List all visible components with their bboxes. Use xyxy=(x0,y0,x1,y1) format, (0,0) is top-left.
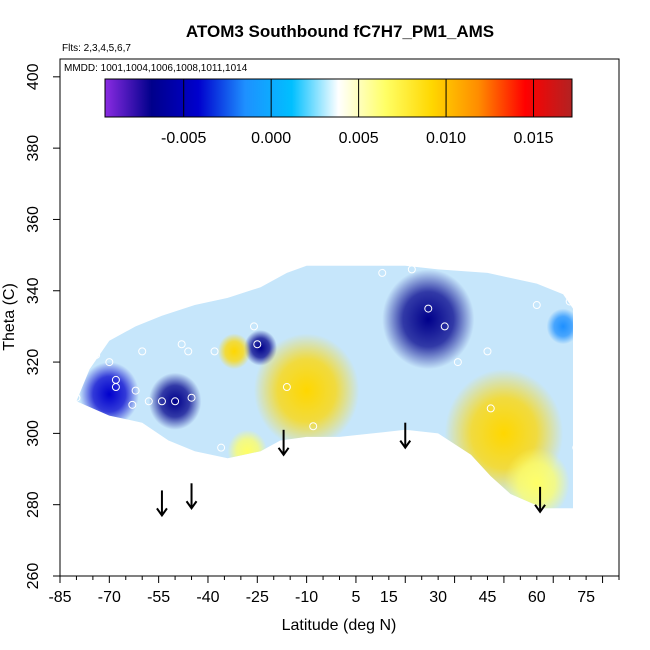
colorbar-label-4: 0.015 xyxy=(513,130,553,147)
sample-point xyxy=(177,340,186,349)
colorbar-labels: -0.005 0.000 0.005 0.010 0.015 xyxy=(161,130,554,147)
x-tick-label: -40 xyxy=(196,589,219,606)
sample-point xyxy=(98,336,107,345)
y-tick-label: 400 xyxy=(25,63,42,90)
x-axis-labels: -85 -70 -55 -40 -25 -10 5 15 30 45 60 75 xyxy=(48,589,595,606)
sample-point xyxy=(187,393,196,402)
y-axis-labels: 260 280 300 320 340 360 380 400 xyxy=(25,63,42,589)
sample-point xyxy=(210,347,219,356)
sample-point xyxy=(131,386,140,395)
chart-title: ATOM3 Southbound fC7H7_PM1_AMS xyxy=(186,22,494,41)
flights-label: Flts: 2,3,4,5,6,7 xyxy=(62,43,131,54)
x-axis-ticks xyxy=(59,576,620,583)
flight-arrow-head xyxy=(399,440,412,450)
colorbar-label-2: 0.005 xyxy=(339,130,379,147)
sample-point xyxy=(105,358,114,367)
y-tick-label: 360 xyxy=(25,206,42,233)
flight-arrow-head xyxy=(277,447,290,457)
sample-point xyxy=(171,397,180,406)
anomaly-blob xyxy=(254,333,360,448)
x-tick-label: 75 xyxy=(577,589,595,606)
flight-arrow-head xyxy=(185,500,198,510)
sample-point xyxy=(572,443,581,452)
sample-point xyxy=(144,397,153,406)
sample-point xyxy=(138,347,147,356)
sample-point xyxy=(407,265,416,274)
sample-point xyxy=(565,297,574,306)
y-axis-label: Theta (C) xyxy=(1,283,18,351)
sample-point xyxy=(184,347,193,356)
flight-arrow-head xyxy=(156,507,168,518)
sample-point xyxy=(309,422,318,431)
anomaly-blob xyxy=(148,372,202,430)
y-tick-label: 260 xyxy=(25,563,42,590)
anomaly-blob xyxy=(546,308,574,345)
x-tick-label: -10 xyxy=(295,589,318,606)
sample-point xyxy=(486,404,495,413)
colorbar xyxy=(104,78,573,118)
flight-arrow-head xyxy=(534,504,546,514)
x-axis-label: Latitude (deg N) xyxy=(282,617,397,634)
x-tick-label: -70 xyxy=(98,589,121,606)
x-tick-label: 15 xyxy=(380,589,398,606)
sample-point xyxy=(253,340,262,349)
anomaly-blob xyxy=(217,333,251,370)
sample-point xyxy=(157,397,166,406)
sample-point xyxy=(440,322,449,331)
anomaly-blob xyxy=(382,269,475,370)
sample-point xyxy=(378,268,387,277)
sample-point xyxy=(92,350,101,359)
y-tick-label: 320 xyxy=(25,349,42,376)
sample-point xyxy=(532,301,541,310)
x-tick-label: 60 xyxy=(528,589,546,606)
y-tick-label: 340 xyxy=(25,277,42,304)
x-tick-label: -25 xyxy=(246,589,269,606)
sample-point xyxy=(424,304,433,313)
anomaly-blob xyxy=(227,429,268,473)
colorbar-ticks xyxy=(183,79,535,117)
x-tick-label: 45 xyxy=(479,589,497,606)
sample-points xyxy=(72,265,581,452)
sample-point xyxy=(72,393,81,402)
colorbar-label-0: -0.005 xyxy=(161,130,206,147)
flight-arrows xyxy=(156,422,546,518)
sample-point xyxy=(282,383,291,392)
sample-point xyxy=(111,383,120,392)
colorbar-label-3: 0.010 xyxy=(426,130,466,147)
y-tick-label: 300 xyxy=(25,420,42,447)
colorbar-label-1: 0.000 xyxy=(251,130,291,147)
sample-point xyxy=(217,443,226,452)
anomaly-blob xyxy=(79,362,139,427)
x-tick-label: -85 xyxy=(48,589,71,606)
sample-point xyxy=(128,400,137,409)
y-tick-label: 380 xyxy=(25,135,42,162)
x-tick-label: 5 xyxy=(351,589,360,606)
y-axis-ticks xyxy=(53,76,60,577)
mmdd-label: MMDD: 1001,1004,1006,1008,1011,1014 xyxy=(64,63,248,74)
sample-point xyxy=(453,358,462,367)
x-tick-label: 30 xyxy=(429,589,447,606)
x-tick-label: -55 xyxy=(147,589,170,606)
y-tick-label: 280 xyxy=(25,491,42,518)
sample-point xyxy=(483,347,492,356)
sample-point xyxy=(250,322,259,331)
